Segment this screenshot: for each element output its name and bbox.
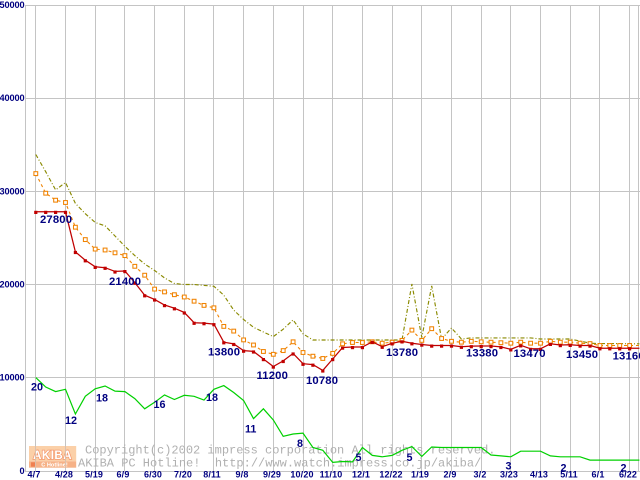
svg-text:12/1: 12/1: [352, 469, 370, 479]
svg-text:9/29: 9/29: [263, 469, 281, 479]
svg-text:13780: 13780: [386, 347, 418, 359]
svg-text:2: 2: [621, 462, 627, 474]
svg-text:8: 8: [297, 438, 303, 450]
svg-text:13160: 13160: [613, 350, 640, 362]
svg-text:7/20: 7/20: [174, 469, 192, 479]
svg-text:4/13: 4/13: [530, 469, 548, 479]
svg-text:10000: 10000: [0, 373, 25, 383]
svg-text:Copyright(c)2002 impress corpo: Copyright(c)2002 impress corporation All…: [85, 444, 495, 458]
svg-text:5: 5: [356, 452, 362, 464]
svg-text:3/2: 3/2: [474, 469, 487, 479]
svg-text:18: 18: [96, 392, 108, 404]
svg-text:27800: 27800: [40, 214, 72, 226]
svg-text:11/10: 11/10: [320, 469, 343, 479]
svg-text:6/1: 6/1: [592, 469, 605, 479]
svg-text:6/22: 6/22: [619, 469, 637, 479]
svg-text:13450: 13450: [566, 349, 598, 361]
svg-text:50000: 50000: [0, 0, 25, 10]
svg-text:4/7: 4/7: [28, 469, 41, 479]
svg-text:13380: 13380: [466, 347, 498, 359]
svg-text:12: 12: [65, 415, 77, 427]
svg-text:11200: 11200: [257, 370, 289, 382]
svg-text:10/20: 10/20: [290, 469, 313, 479]
svg-text:0: 0: [19, 466, 24, 476]
svg-text:12/22: 12/22: [379, 469, 402, 479]
svg-text:30000: 30000: [0, 186, 25, 196]
svg-text:6/9: 6/9: [117, 469, 130, 479]
svg-text:16: 16: [154, 399, 166, 411]
svg-text:21400: 21400: [109, 276, 141, 288]
svg-text:3/23: 3/23: [500, 469, 518, 479]
svg-text:5/19: 5/19: [85, 469, 103, 479]
svg-text:6/30: 6/30: [144, 469, 162, 479]
svg-text:AKIBA: AKIBA: [33, 450, 72, 462]
svg-text:1/19: 1/19: [411, 469, 429, 479]
svg-text:C Hotline!: C Hotline!: [41, 463, 68, 469]
svg-text:5: 5: [407, 452, 413, 464]
svg-text:AKIBA PC Hotline! http://www.: AKIBA PC Hotline! http://www.watch.impre…: [78, 457, 481, 471]
svg-text:11: 11: [245, 423, 256, 435]
svg-text:13800: 13800: [208, 346, 240, 358]
svg-text:3: 3: [506, 460, 512, 472]
svg-text:2: 2: [561, 462, 567, 474]
svg-text:10780: 10780: [306, 375, 338, 387]
svg-text:9/8: 9/8: [236, 469, 249, 479]
svg-text:20000: 20000: [0, 280, 25, 290]
svg-text:8/11: 8/11: [203, 469, 221, 479]
svg-text:13470: 13470: [514, 348, 546, 360]
svg-text:4/28: 4/28: [55, 469, 73, 479]
svg-text:2/9: 2/9: [444, 469, 457, 479]
svg-text:20: 20: [31, 381, 43, 393]
svg-text:18: 18: [206, 392, 218, 404]
svg-text:40000: 40000: [0, 93, 25, 103]
svg-text:5/11: 5/11: [560, 469, 578, 479]
